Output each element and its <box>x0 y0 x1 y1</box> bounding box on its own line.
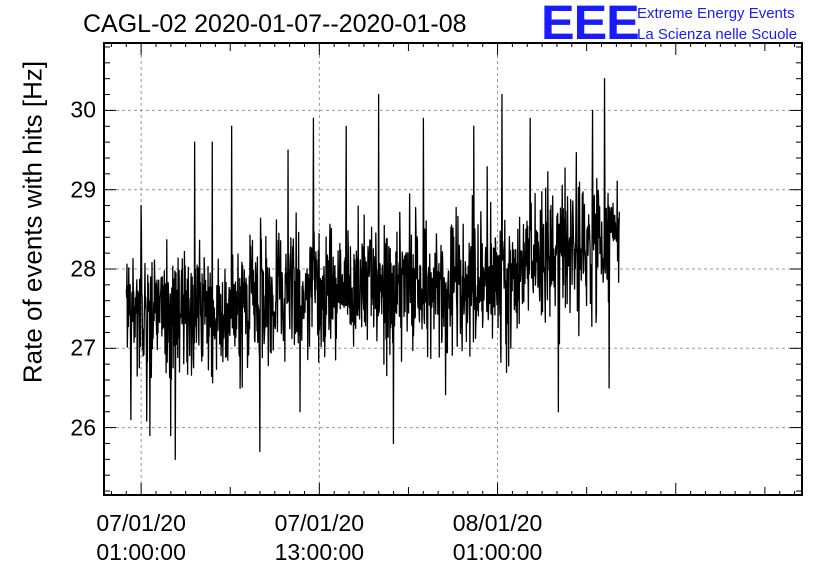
chart-title: CAGL-02 2020-01-07--2020-01-08 <box>83 10 467 38</box>
y-axis-label: Rate of events with hits [Hz] <box>17 60 48 384</box>
x-tick-time: 01:00:00 <box>452 539 543 565</box>
logo-text-line1: Extreme Energy Events <box>637 5 795 22</box>
x-tick-label: 08/01/20 01:00:00 <box>453 509 543 567</box>
y-tick-label: 27 <box>70 334 96 361</box>
plot-frame <box>103 42 803 496</box>
x-tick-label: 07/01/20 01:00:00 <box>96 509 186 567</box>
x-tick-date: 07/01/20 <box>274 510 365 536</box>
x-tick-time: 01:00:00 <box>96 539 186 565</box>
logo-text-line2: La Scienza nelle Scuole <box>637 26 798 43</box>
y-tick-label: 29 <box>70 176 96 203</box>
y-tick-label: 30 <box>70 96 96 123</box>
x-tick-date: 08/01/20 <box>452 510 543 536</box>
y-tick-label: 26 <box>70 414 96 441</box>
x-tick-label: 07/01/20 13:00:00 <box>275 509 365 567</box>
data-series-line <box>125 78 620 460</box>
x-tick-date: 07/01/20 <box>96 510 186 536</box>
eee-logo: EEE <box>541 0 640 50</box>
y-tick-label: 28 <box>70 255 96 282</box>
x-tick-time: 13:00:00 <box>274 539 365 565</box>
